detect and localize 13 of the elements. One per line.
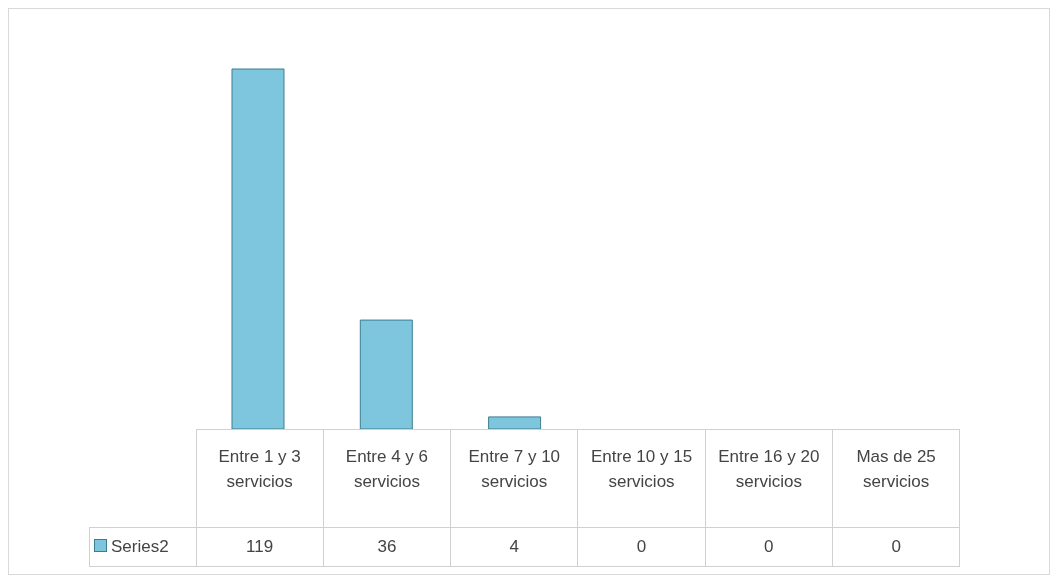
x-tick-label: Entre 4 y 6 servicios [345, 447, 429, 491]
legend-label: Series2 [110, 536, 169, 556]
data-label: 0 [832, 527, 960, 566]
x-tick-label: Entre 16 y 20 servicios [718, 447, 820, 491]
x-tick-label: Mas de 25 servicios [856, 447, 936, 491]
x-tick-label: Entre 10 y 15 servicios [590, 447, 693, 491]
data-label: 4 [450, 527, 578, 566]
data-label: 119 [196, 527, 324, 566]
x-tick-label: Entre 7 y 10 servicios [468, 447, 561, 491]
x-tick-label: Entre 1 y 3 servicios [218, 447, 301, 491]
data-label: 0 [705, 527, 833, 566]
data-label: 0 [577, 527, 706, 566]
data-label: 36 [323, 527, 451, 566]
